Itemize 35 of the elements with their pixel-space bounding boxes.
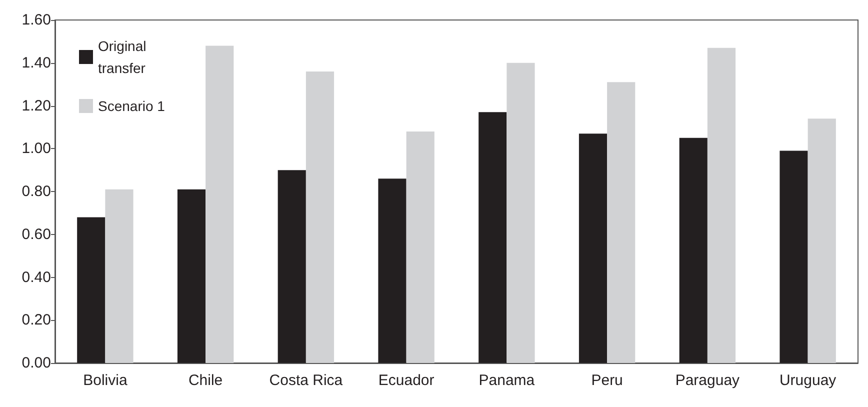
y-tick-label: 1.40 <box>22 54 51 72</box>
bar <box>378 178 406 363</box>
bar <box>278 170 306 363</box>
bar <box>679 138 708 363</box>
y-tick-label: 1.60 <box>22 12 51 28</box>
bar <box>808 118 836 363</box>
bar <box>607 82 636 363</box>
bar <box>478 112 507 363</box>
y-tick-label: 1.00 <box>22 140 51 158</box>
y-tick-label: 0.60 <box>22 226 51 243</box>
x-tick-label: Costa Rica <box>269 372 344 389</box>
bar <box>780 150 808 363</box>
y-tick-label: 0.00 <box>22 354 51 372</box>
bar <box>707 48 736 363</box>
bar <box>306 71 334 363</box>
y-tick-label: 0.40 <box>22 268 51 286</box>
x-tick-label: Bolivia <box>83 372 128 389</box>
bar <box>105 189 134 363</box>
legend-label: Original transfer <box>98 38 150 76</box>
x-tick-label: Peru <box>591 372 623 389</box>
x-tick-label: Panama <box>478 372 536 389</box>
bar <box>77 217 106 363</box>
x-tick-label: Uruguay <box>779 372 837 389</box>
x-tick-label: Chile <box>188 372 223 389</box>
y-tick-label: 1.20 <box>22 97 51 114</box>
legend-label: Scenario 1 <box>98 98 166 114</box>
bar <box>177 189 206 363</box>
bar <box>506 62 535 363</box>
y-tick-label: 0.20 <box>22 312 51 329</box>
bar <box>406 131 434 363</box>
bar <box>578 134 608 363</box>
x-tick-label: Paraguay <box>675 372 740 389</box>
y-tick-label: 0.80 <box>22 183 51 200</box>
x-tick-label: Ecuador <box>378 372 434 389</box>
bar <box>206 46 234 363</box>
